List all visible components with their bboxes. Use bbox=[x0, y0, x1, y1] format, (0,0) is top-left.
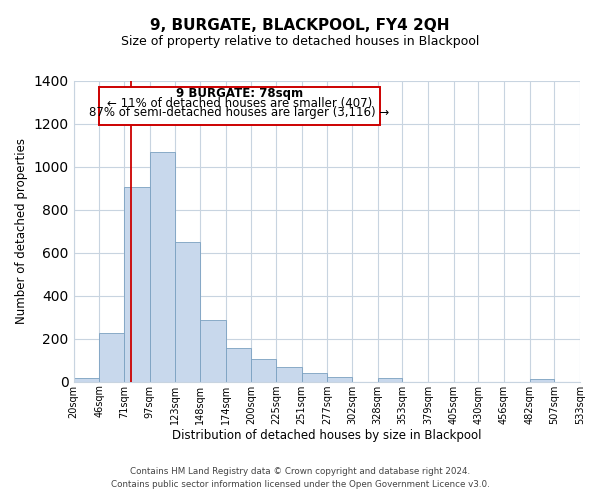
Bar bbox=[226, 348, 251, 382]
Text: ← 11% of detached houses are smaller (407): ← 11% of detached houses are smaller (40… bbox=[107, 96, 372, 110]
Text: Size of property relative to detached houses in Blackpool: Size of property relative to detached ho… bbox=[121, 35, 479, 48]
Bar bbox=[377, 378, 402, 382]
Text: Contains public sector information licensed under the Open Government Licence v3: Contains public sector information licen… bbox=[110, 480, 490, 489]
Text: Contains HM Land Registry data © Crown copyright and database right 2024.: Contains HM Land Registry data © Crown c… bbox=[130, 467, 470, 476]
X-axis label: Distribution of detached houses by size in Blackpool: Distribution of detached houses by size … bbox=[172, 430, 482, 442]
Bar bbox=[200, 320, 226, 382]
Bar bbox=[99, 87, 380, 124]
Bar bbox=[327, 377, 352, 382]
Bar bbox=[302, 373, 327, 382]
Y-axis label: Number of detached properties: Number of detached properties bbox=[15, 138, 28, 324]
Text: 9, BURGATE, BLACKPOOL, FY4 2QH: 9, BURGATE, BLACKPOOL, FY4 2QH bbox=[150, 18, 450, 32]
Text: 9 BURGATE: 78sqm: 9 BURGATE: 78sqm bbox=[176, 87, 303, 100]
Bar bbox=[99, 332, 124, 382]
Bar bbox=[530, 379, 554, 382]
Bar bbox=[74, 378, 99, 382]
Bar bbox=[251, 358, 276, 382]
Bar bbox=[149, 152, 175, 382]
Bar bbox=[175, 242, 200, 382]
Bar bbox=[124, 187, 149, 382]
Bar bbox=[276, 366, 302, 382]
Text: 87% of semi-detached houses are larger (3,116) →: 87% of semi-detached houses are larger (… bbox=[89, 106, 389, 120]
